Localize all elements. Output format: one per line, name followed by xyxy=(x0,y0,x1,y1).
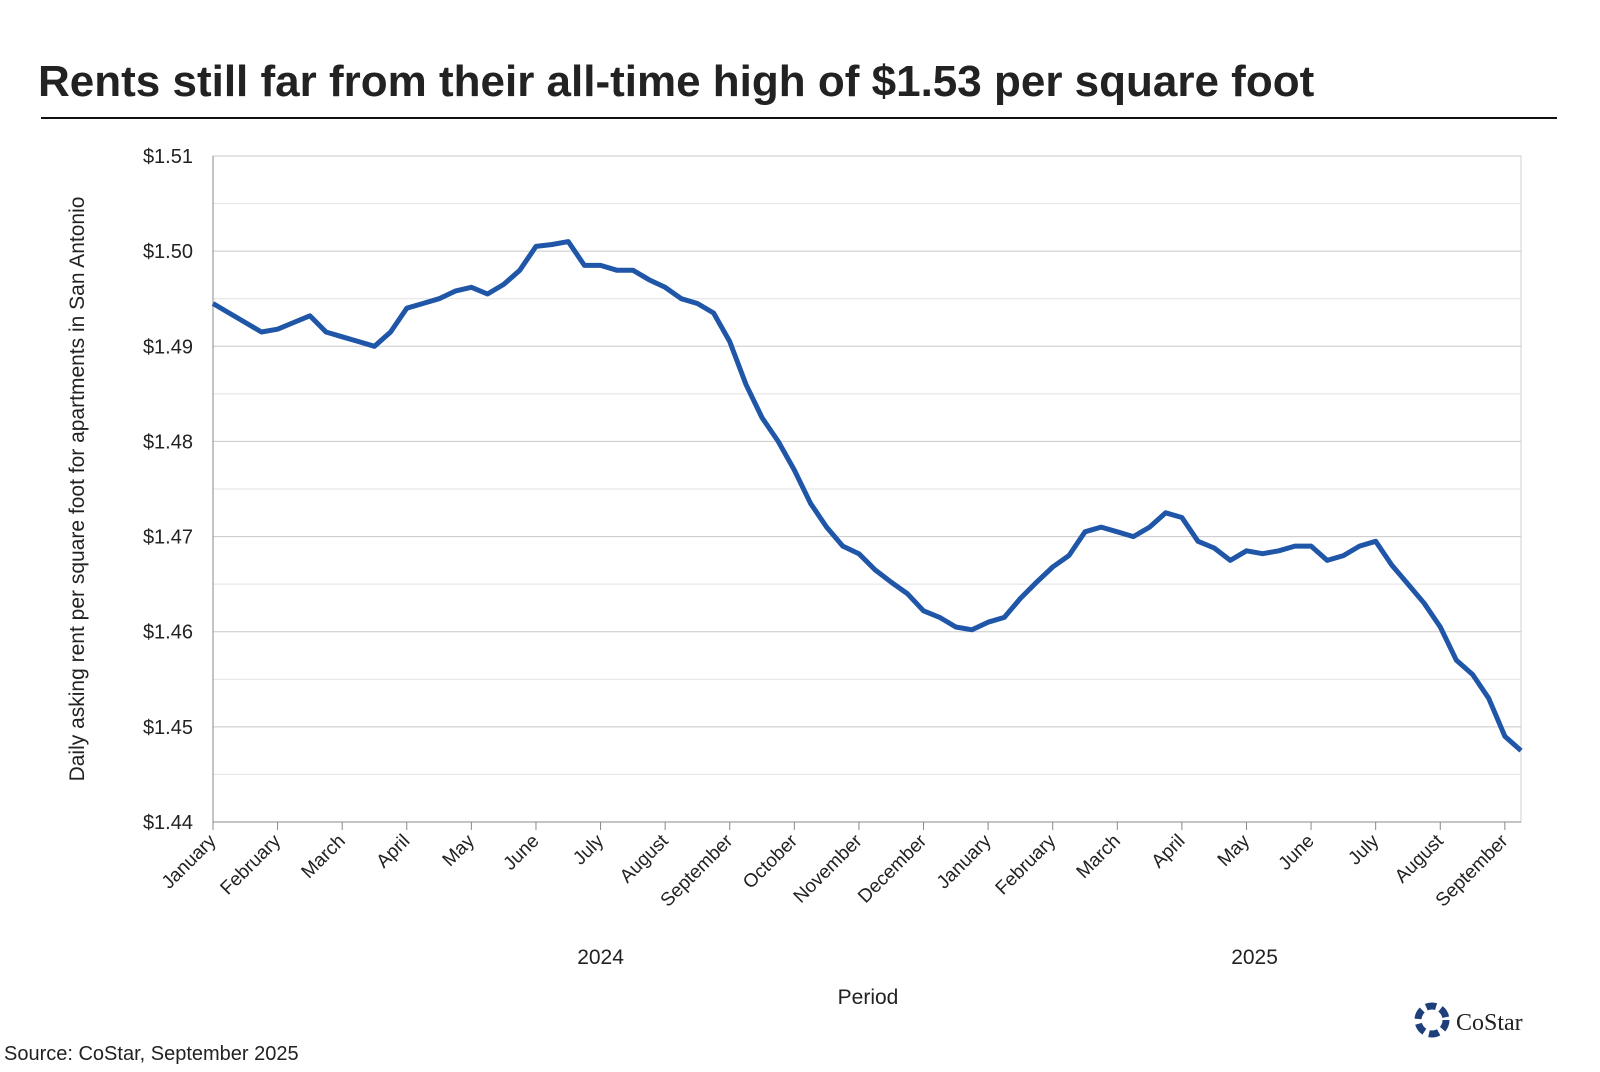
y-tick-label: $1.47 xyxy=(143,527,193,549)
logo-text: CoStar xyxy=(1456,1010,1523,1036)
x-tick-label: April xyxy=(373,831,415,873)
y-tick-label: $1.50 xyxy=(143,241,193,263)
year-label: 2024 xyxy=(577,946,624,969)
y-tick-label: $1.45 xyxy=(143,717,193,739)
x-tick-label: March xyxy=(298,831,350,883)
x-tick-label: August xyxy=(1391,830,1448,887)
source: Source: CoStar, September 2025 xyxy=(4,1043,299,1065)
x-tick-label: November xyxy=(790,830,867,907)
y-tick-label: $1.44 xyxy=(143,812,193,834)
x-tick-label: March xyxy=(1073,831,1125,883)
y-tick-label: $1.49 xyxy=(143,336,193,358)
line-series xyxy=(211,239,1523,753)
x-tick-label: July xyxy=(569,830,608,869)
x-tick-label: June xyxy=(1275,831,1319,875)
y-tick-label: $1.46 xyxy=(143,622,193,644)
y-tick-label: $1.51 xyxy=(143,146,193,168)
x-tick-label: July xyxy=(1344,830,1383,869)
x-tick-label: January xyxy=(158,830,221,893)
x-tick-label: April xyxy=(1148,831,1190,873)
x-tick-label: October xyxy=(739,830,802,893)
year-label: 2025 xyxy=(1231,946,1278,969)
x-tick-label: February xyxy=(217,830,286,899)
y-axis-label: Daily asking rent per square foot for ap… xyxy=(66,197,89,782)
logo: CoStar xyxy=(1414,1002,1523,1038)
x-tick-label: August xyxy=(616,830,673,887)
x-tick-label: January xyxy=(933,830,996,893)
x-axis-label: Period xyxy=(838,986,899,1009)
x-tick-label: May xyxy=(439,830,480,871)
logo-icon xyxy=(1414,1002,1450,1038)
x-tick-label: February xyxy=(992,830,1061,899)
chart-title: Rents still far from their all-time high… xyxy=(38,57,1315,106)
y-tick-label: $1.48 xyxy=(143,431,193,453)
x-tick-label: December xyxy=(854,830,931,907)
x-tick-label: May xyxy=(1214,830,1255,871)
x-tick-label: June xyxy=(500,831,544,875)
